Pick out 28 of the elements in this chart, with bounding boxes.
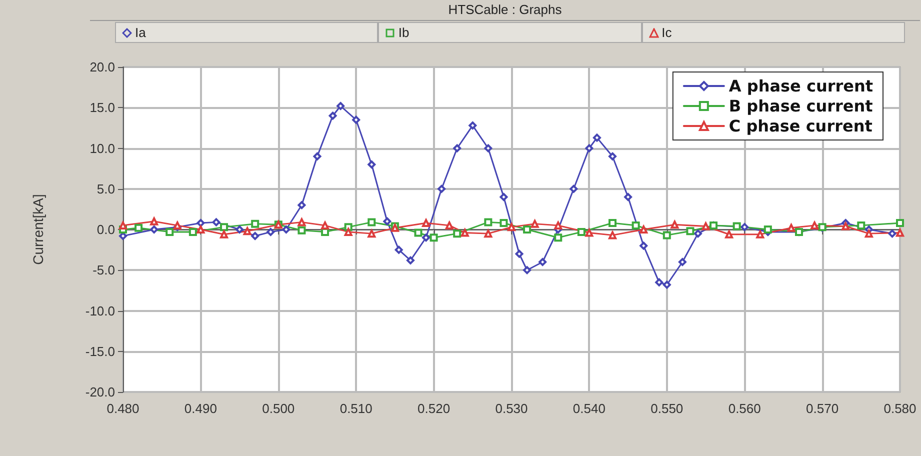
y-tick-label: -20.0 — [85, 384, 115, 400]
y-tick-label: -5.0 — [92, 262, 115, 278]
y-tick-label: 20.0 — [90, 60, 115, 74]
y-axis-title: Current[kA] — [30, 194, 46, 265]
legend-label: A phase current — [728, 76, 874, 96]
legend-label: C phase current — [728, 116, 873, 136]
text: Ia — [135, 24, 146, 42]
x-tick-label: 0.570 — [806, 401, 839, 416]
x-tick-label: 0.520 — [418, 401, 450, 416]
chart-title: HTSCable : Graphs — [90, 0, 920, 21]
text: Ic — [662, 24, 672, 42]
x-tick-label: 0.530 — [495, 401, 528, 416]
legend-label: B phase current — [728, 96, 874, 116]
x-tick-label: 0.540 — [572, 401, 606, 416]
y-tick-label: -10.0 — [85, 303, 115, 318]
text: Ib — [398, 24, 410, 42]
x-tick-label: 0.580 — [884, 401, 916, 416]
y-tick-label: 0.0 — [96, 222, 115, 237]
y-tick-label: -15.0 — [85, 344, 115, 359]
x-tick-label: 0.510 — [340, 401, 372, 416]
x-tick-label: 0.490 — [184, 401, 217, 416]
y-tick-label: 15.0 — [90, 100, 115, 116]
x-tick-label: 0.560 — [728, 401, 761, 416]
x-tick-label: 0.550 — [650, 401, 684, 416]
y-tick-label: 10.0 — [90, 140, 115, 156]
y-tick-label: 5.0 — [96, 181, 115, 196]
x-tick-label: 0.480 — [106, 401, 140, 416]
x-tick-label: 0.500 — [262, 401, 295, 416]
